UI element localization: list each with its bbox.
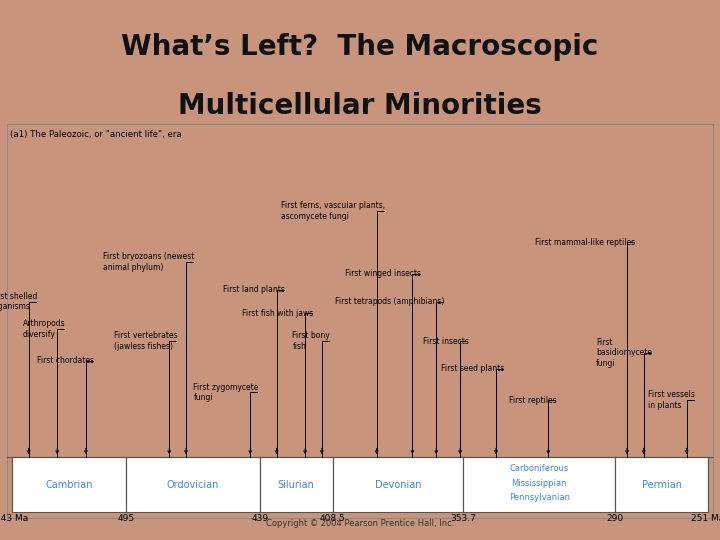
Text: Arthropods
diversify: Arthropods diversify <box>23 320 66 339</box>
Text: First vessels
in plants: First vessels in plants <box>648 390 695 410</box>
Text: 495: 495 <box>118 515 135 523</box>
Text: Carboniferous: Carboniferous <box>510 464 569 474</box>
Text: First zygomycete
fungi: First zygomycete fungi <box>193 382 258 402</box>
Text: Permian: Permian <box>642 480 682 490</box>
Text: First seed plants: First seed plants <box>441 364 504 373</box>
Text: First chordates: First chordates <box>37 356 94 365</box>
Text: First fish with jaws: First fish with jaws <box>242 309 313 318</box>
Text: First shelled
organisms: First shelled organisms <box>0 292 37 311</box>
Bar <box>260 457 333 512</box>
Text: Copyright © 2004 Pearson Prentice Hall, Inc.: Copyright © 2004 Pearson Prentice Hall, … <box>266 519 454 528</box>
Text: First land plants: First land plants <box>223 285 285 294</box>
Text: 353.7: 353.7 <box>450 515 476 523</box>
Bar <box>615 457 708 512</box>
Text: 251 Ma: 251 Ma <box>691 515 720 523</box>
Text: Cambrian: Cambrian <box>45 480 93 490</box>
Text: First
basidiomycete
fungi: First basidiomycete fungi <box>596 338 652 368</box>
Bar <box>463 457 615 512</box>
Text: First mammal-like reptiles: First mammal-like reptiles <box>535 238 635 247</box>
Text: First insects: First insects <box>423 336 469 346</box>
Text: First tetrapods (amphibians): First tetrapods (amphibians) <box>336 297 445 306</box>
Text: Ordovician: Ordovician <box>167 480 220 490</box>
Text: First vertebrates
(jawless fishes): First vertebrates (jawless fishes) <box>114 332 178 350</box>
Text: First winged insects: First winged insects <box>345 269 420 279</box>
Text: Devonian: Devonian <box>374 480 421 490</box>
Text: 439: 439 <box>251 515 269 523</box>
Text: Silurian: Silurian <box>278 480 315 490</box>
Text: Mississippian: Mississippian <box>511 479 567 488</box>
Text: (a1) The Paleozoic, or "ancient life", era: (a1) The Paleozoic, or "ancient life", e… <box>9 130 181 139</box>
Text: First reptiles: First reptiles <box>509 396 557 404</box>
Bar <box>333 457 463 512</box>
Text: 408.5: 408.5 <box>320 515 346 523</box>
Text: 290: 290 <box>606 515 624 523</box>
Bar <box>127 457 260 512</box>
Text: First ferns, vascular plants,
ascomycete fungi: First ferns, vascular plants, ascomycete… <box>281 201 385 221</box>
Text: Pennsylvanian: Pennsylvanian <box>508 493 570 502</box>
Text: 543 Ma: 543 Ma <box>0 515 29 523</box>
Text: First bony
fish: First bony fish <box>292 332 330 350</box>
Text: Multicellular Minorities: Multicellular Minorities <box>178 92 542 119</box>
Text: What’s Left?  The Macroscopic: What’s Left? The Macroscopic <box>121 33 599 61</box>
Bar <box>12 457 127 512</box>
Text: First bryozoans (newest
animal phylum): First bryozoans (newest animal phylum) <box>103 253 194 272</box>
